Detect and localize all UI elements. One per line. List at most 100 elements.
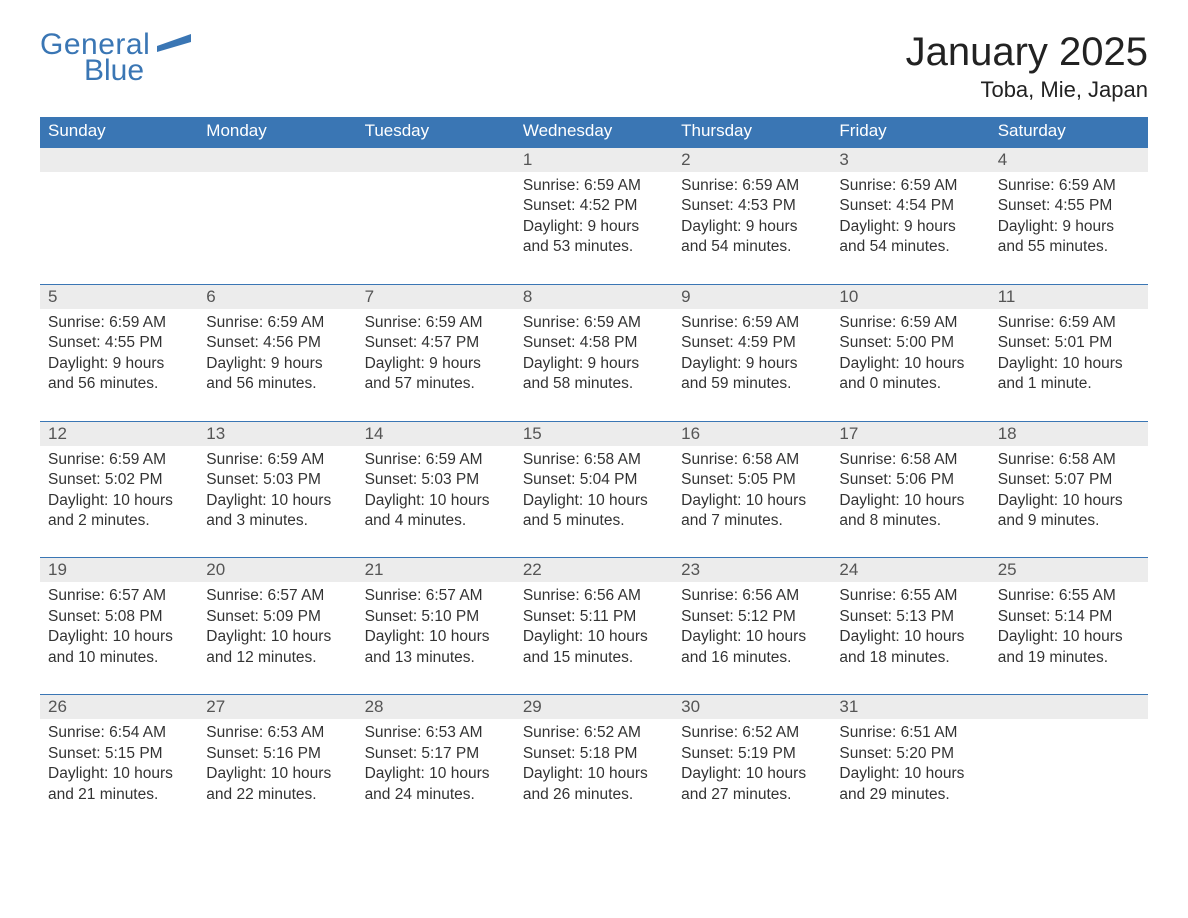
sunset-text: Sunset: 5:01 PM bbox=[998, 333, 1140, 353]
sunset-text: Sunset: 5:08 PM bbox=[48, 607, 190, 627]
day-cell: Sunrise: 6:57 AMSunset: 5:08 PMDaylight:… bbox=[40, 582, 198, 694]
daylight-text: Daylight: 10 hours and 8 minutes. bbox=[839, 491, 981, 532]
day-cell: Sunrise: 6:58 AMSunset: 5:05 PMDaylight:… bbox=[673, 446, 831, 558]
day-cell: Sunrise: 6:59 AMSunset: 5:03 PMDaylight:… bbox=[198, 446, 356, 558]
day-cell: Sunrise: 6:59 AMSunset: 4:53 PMDaylight:… bbox=[673, 172, 831, 284]
day-number: 2 bbox=[673, 148, 831, 172]
sunset-text: Sunset: 5:00 PM bbox=[839, 333, 981, 353]
day-number: 23 bbox=[673, 558, 831, 582]
sunset-text: Sunset: 5:03 PM bbox=[206, 470, 348, 490]
sunset-text: Sunset: 4:54 PM bbox=[839, 196, 981, 216]
day-cell: Sunrise: 6:59 AMSunset: 4:52 PMDaylight:… bbox=[515, 172, 673, 284]
sunrise-text: Sunrise: 6:52 AM bbox=[681, 723, 823, 743]
day-cell: Sunrise: 6:59 AMSunset: 5:03 PMDaylight:… bbox=[357, 446, 515, 558]
sunrise-text: Sunrise: 6:57 AM bbox=[48, 586, 190, 606]
sunrise-text: Sunrise: 6:58 AM bbox=[998, 450, 1140, 470]
sunrise-text: Sunrise: 6:55 AM bbox=[998, 586, 1140, 606]
sunset-text: Sunset: 5:11 PM bbox=[523, 607, 665, 627]
day-number: 25 bbox=[990, 558, 1148, 582]
daylight-text: Daylight: 10 hours and 1 minute. bbox=[998, 354, 1140, 395]
day-cell: Sunrise: 6:52 AMSunset: 5:18 PMDaylight:… bbox=[515, 719, 673, 831]
sunrise-text: Sunrise: 6:59 AM bbox=[998, 176, 1140, 196]
sunrise-text: Sunrise: 6:59 AM bbox=[48, 450, 190, 470]
day-number: 1 bbox=[515, 148, 673, 172]
month-title: January 2025 bbox=[906, 30, 1148, 75]
sunrise-text: Sunrise: 6:59 AM bbox=[48, 313, 190, 333]
day-cell: Sunrise: 6:58 AMSunset: 5:07 PMDaylight:… bbox=[990, 446, 1148, 558]
day-cell: Sunrise: 6:58 AMSunset: 5:04 PMDaylight:… bbox=[515, 446, 673, 558]
sunset-text: Sunset: 5:15 PM bbox=[48, 744, 190, 764]
sunset-text: Sunset: 5:10 PM bbox=[365, 607, 507, 627]
daylight-text: Daylight: 10 hours and 29 minutes. bbox=[839, 764, 981, 805]
sunset-text: Sunset: 5:07 PM bbox=[998, 470, 1140, 490]
sunrise-text: Sunrise: 6:56 AM bbox=[523, 586, 665, 606]
daylight-text: Daylight: 9 hours and 58 minutes. bbox=[523, 354, 665, 395]
daylight-text: Daylight: 10 hours and 21 minutes. bbox=[48, 764, 190, 805]
daylight-text: Daylight: 10 hours and 9 minutes. bbox=[998, 491, 1140, 532]
daylight-text: Daylight: 10 hours and 26 minutes. bbox=[523, 764, 665, 805]
daylight-text: Daylight: 10 hours and 24 minutes. bbox=[365, 764, 507, 805]
sunrise-text: Sunrise: 6:59 AM bbox=[365, 313, 507, 333]
day-cell: Sunrise: 6:57 AMSunset: 5:09 PMDaylight:… bbox=[198, 582, 356, 694]
day-cell: Sunrise: 6:59 AMSunset: 4:56 PMDaylight:… bbox=[198, 309, 356, 421]
sunrise-text: Sunrise: 6:55 AM bbox=[839, 586, 981, 606]
day-cell bbox=[357, 172, 515, 284]
daylight-text: Daylight: 10 hours and 10 minutes. bbox=[48, 627, 190, 668]
sunset-text: Sunset: 5:19 PM bbox=[681, 744, 823, 764]
day-number: 20 bbox=[198, 558, 356, 582]
flag-icon bbox=[157, 30, 191, 56]
day-cell: Sunrise: 6:55 AMSunset: 5:14 PMDaylight:… bbox=[990, 582, 1148, 694]
weekday-header-row: Sunday Monday Tuesday Wednesday Thursday… bbox=[40, 117, 1148, 147]
brand-logo: General Blue bbox=[40, 30, 191, 86]
sunrise-text: Sunrise: 6:58 AM bbox=[523, 450, 665, 470]
weekday-header: Saturday bbox=[990, 117, 1148, 147]
day-number: 30 bbox=[673, 695, 831, 719]
sunrise-text: Sunrise: 6:51 AM bbox=[839, 723, 981, 743]
day-cell: Sunrise: 6:58 AMSunset: 5:06 PMDaylight:… bbox=[831, 446, 989, 558]
weekday-header: Tuesday bbox=[357, 117, 515, 147]
daylight-text: Daylight: 10 hours and 19 minutes. bbox=[998, 627, 1140, 668]
sunrise-text: Sunrise: 6:59 AM bbox=[206, 313, 348, 333]
day-number: 6 bbox=[198, 285, 356, 309]
sunrise-text: Sunrise: 6:58 AM bbox=[681, 450, 823, 470]
sunset-text: Sunset: 4:59 PM bbox=[681, 333, 823, 353]
day-number: 7 bbox=[357, 285, 515, 309]
sunset-text: Sunset: 4:58 PM bbox=[523, 333, 665, 353]
daylight-text: Daylight: 10 hours and 2 minutes. bbox=[48, 491, 190, 532]
day-cell: Sunrise: 6:59 AMSunset: 4:58 PMDaylight:… bbox=[515, 309, 673, 421]
sunset-text: Sunset: 5:20 PM bbox=[839, 744, 981, 764]
day-number: 8 bbox=[515, 285, 673, 309]
sunset-text: Sunset: 5:12 PM bbox=[681, 607, 823, 627]
sunrise-text: Sunrise: 6:58 AM bbox=[839, 450, 981, 470]
location-text: Toba, Mie, Japan bbox=[906, 77, 1148, 103]
day-number: 9 bbox=[673, 285, 831, 309]
day-cell: Sunrise: 6:52 AMSunset: 5:19 PMDaylight:… bbox=[673, 719, 831, 831]
daylight-text: Daylight: 10 hours and 27 minutes. bbox=[681, 764, 823, 805]
daylight-text: Daylight: 10 hours and 15 minutes. bbox=[523, 627, 665, 668]
day-number: 31 bbox=[831, 695, 989, 719]
weekday-header: Friday bbox=[831, 117, 989, 147]
day-number: 13 bbox=[198, 422, 356, 446]
sunrise-text: Sunrise: 6:56 AM bbox=[681, 586, 823, 606]
day-cell: Sunrise: 6:53 AMSunset: 5:16 PMDaylight:… bbox=[198, 719, 356, 831]
title-block: January 2025 Toba, Mie, Japan bbox=[906, 30, 1148, 103]
day-number: 21 bbox=[357, 558, 515, 582]
day-cell: Sunrise: 6:59 AMSunset: 4:54 PMDaylight:… bbox=[831, 172, 989, 284]
sunset-text: Sunset: 5:17 PM bbox=[365, 744, 507, 764]
sunrise-text: Sunrise: 6:59 AM bbox=[998, 313, 1140, 333]
day-cell bbox=[198, 172, 356, 284]
sunset-text: Sunset: 4:52 PM bbox=[523, 196, 665, 216]
weekday-header: Monday bbox=[198, 117, 356, 147]
day-cell bbox=[40, 172, 198, 284]
day-number bbox=[990, 695, 1148, 719]
day-number bbox=[357, 148, 515, 172]
day-number: 15 bbox=[515, 422, 673, 446]
day-cell: Sunrise: 6:59 AMSunset: 4:57 PMDaylight:… bbox=[357, 309, 515, 421]
daylight-text: Daylight: 10 hours and 3 minutes. bbox=[206, 491, 348, 532]
day-cell: Sunrise: 6:56 AMSunset: 5:11 PMDaylight:… bbox=[515, 582, 673, 694]
daylight-text: Daylight: 9 hours and 53 minutes. bbox=[523, 217, 665, 258]
daylight-text: Daylight: 10 hours and 5 minutes. bbox=[523, 491, 665, 532]
day-number: 5 bbox=[40, 285, 198, 309]
sunset-text: Sunset: 4:55 PM bbox=[998, 196, 1140, 216]
day-number: 22 bbox=[515, 558, 673, 582]
